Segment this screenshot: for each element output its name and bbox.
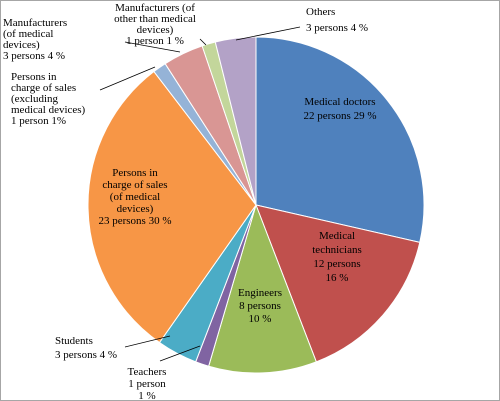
slice-label-line: other than medical <box>114 13 196 25</box>
slice-label-line: devices) <box>137 24 174 36</box>
slice-label: Engineers 8 persons 10 % <box>238 287 282 325</box>
pie-slice <box>87 70 257 344</box>
leader-line <box>159 345 201 362</box>
slice-label-line: devices) <box>3 39 40 51</box>
slice-label-line: 1 person 1% <box>11 115 66 127</box>
slice-label-line: 23 persons 30 % <box>98 215 171 227</box>
slice-label-line: Manufacturers <box>3 17 67 29</box>
slice-label: Persons in charge of sales (of medical devi… <box>98 167 171 227</box>
pie-slice <box>208 203 317 374</box>
slice-label-line: charge of sales <box>102 179 167 191</box>
slice-label-line: charge of sales <box>11 82 76 94</box>
slice-label-line: 1 % <box>138 390 155 401</box>
slice-label: Students 3 persons 4 % <box>55 335 117 361</box>
slice-label: Manufacturers (of medical devices) 3 person… <box>3 17 67 62</box>
slice-label-line: (excluding <box>11 93 59 105</box>
leader-line <box>124 335 171 348</box>
slice-label-line: Manufacturers (of <box>115 2 195 14</box>
pie-slice <box>255 204 421 363</box>
slice-label-line: Teachers <box>128 366 167 378</box>
slice-label: Medical doctors 22 persons 29 % <box>303 96 376 122</box>
slice-labels: Medical doctors 22 persons 29 % Medical tec… <box>3 2 377 401</box>
slice-label-line: Medical doctors <box>304 96 375 108</box>
slice-label-line: 8 persons <box>239 300 281 312</box>
slice-label-line: Persons in <box>112 167 158 179</box>
slice-label-line: (of medical <box>3 28 53 40</box>
slice-label: Teachers 1 person 1 % <box>128 366 167 401</box>
slice-label-line: 3 persons 4 % <box>3 50 65 62</box>
pie-slice <box>214 36 257 206</box>
slice-label: Persons in charge of sales (excluding medic… <box>11 71 86 127</box>
slice-label-line: 3 persons 4 % <box>306 22 368 34</box>
leader-line <box>99 66 156 91</box>
slice-label-line: 1 person 1 % <box>126 35 184 47</box>
slice-label-line: 12 persons <box>313 258 360 270</box>
slice-label: Manufacturers (of other than medical devic… <box>114 2 196 47</box>
slice-label-line: devices) <box>117 203 154 215</box>
slice-label-line: (of medical <box>110 191 160 203</box>
slice-label-line: 1 person <box>128 378 166 390</box>
slice-label-line: Engineers <box>238 287 282 299</box>
leader-line <box>124 41 181 53</box>
slice-label-line: Others <box>306 6 335 18</box>
leader-line <box>199 38 207 46</box>
leader-line <box>235 26 301 41</box>
slice-label-line: 16 % <box>326 272 349 284</box>
slice-label-line: Students <box>55 335 93 347</box>
slice-label-line: 3 persons 4 % <box>55 349 117 361</box>
slice-label-line: Persons in <box>11 71 57 83</box>
pie-slices <box>87 36 425 374</box>
pie-slice <box>255 36 425 243</box>
leader-lines <box>99 26 301 362</box>
slice-label: Others 3 persons 4 % <box>306 6 368 34</box>
slice-label: Medical technicians 12 persons 16 % <box>312 230 361 284</box>
slice-label-line: Medical <box>319 230 355 242</box>
slice-label-line: 10 % <box>249 313 272 325</box>
slice-label-line: medical devices) <box>11 104 86 116</box>
slice-label-line: technicians <box>312 244 361 256</box>
slice-label-line: 22 persons 29 % <box>303 110 376 122</box>
